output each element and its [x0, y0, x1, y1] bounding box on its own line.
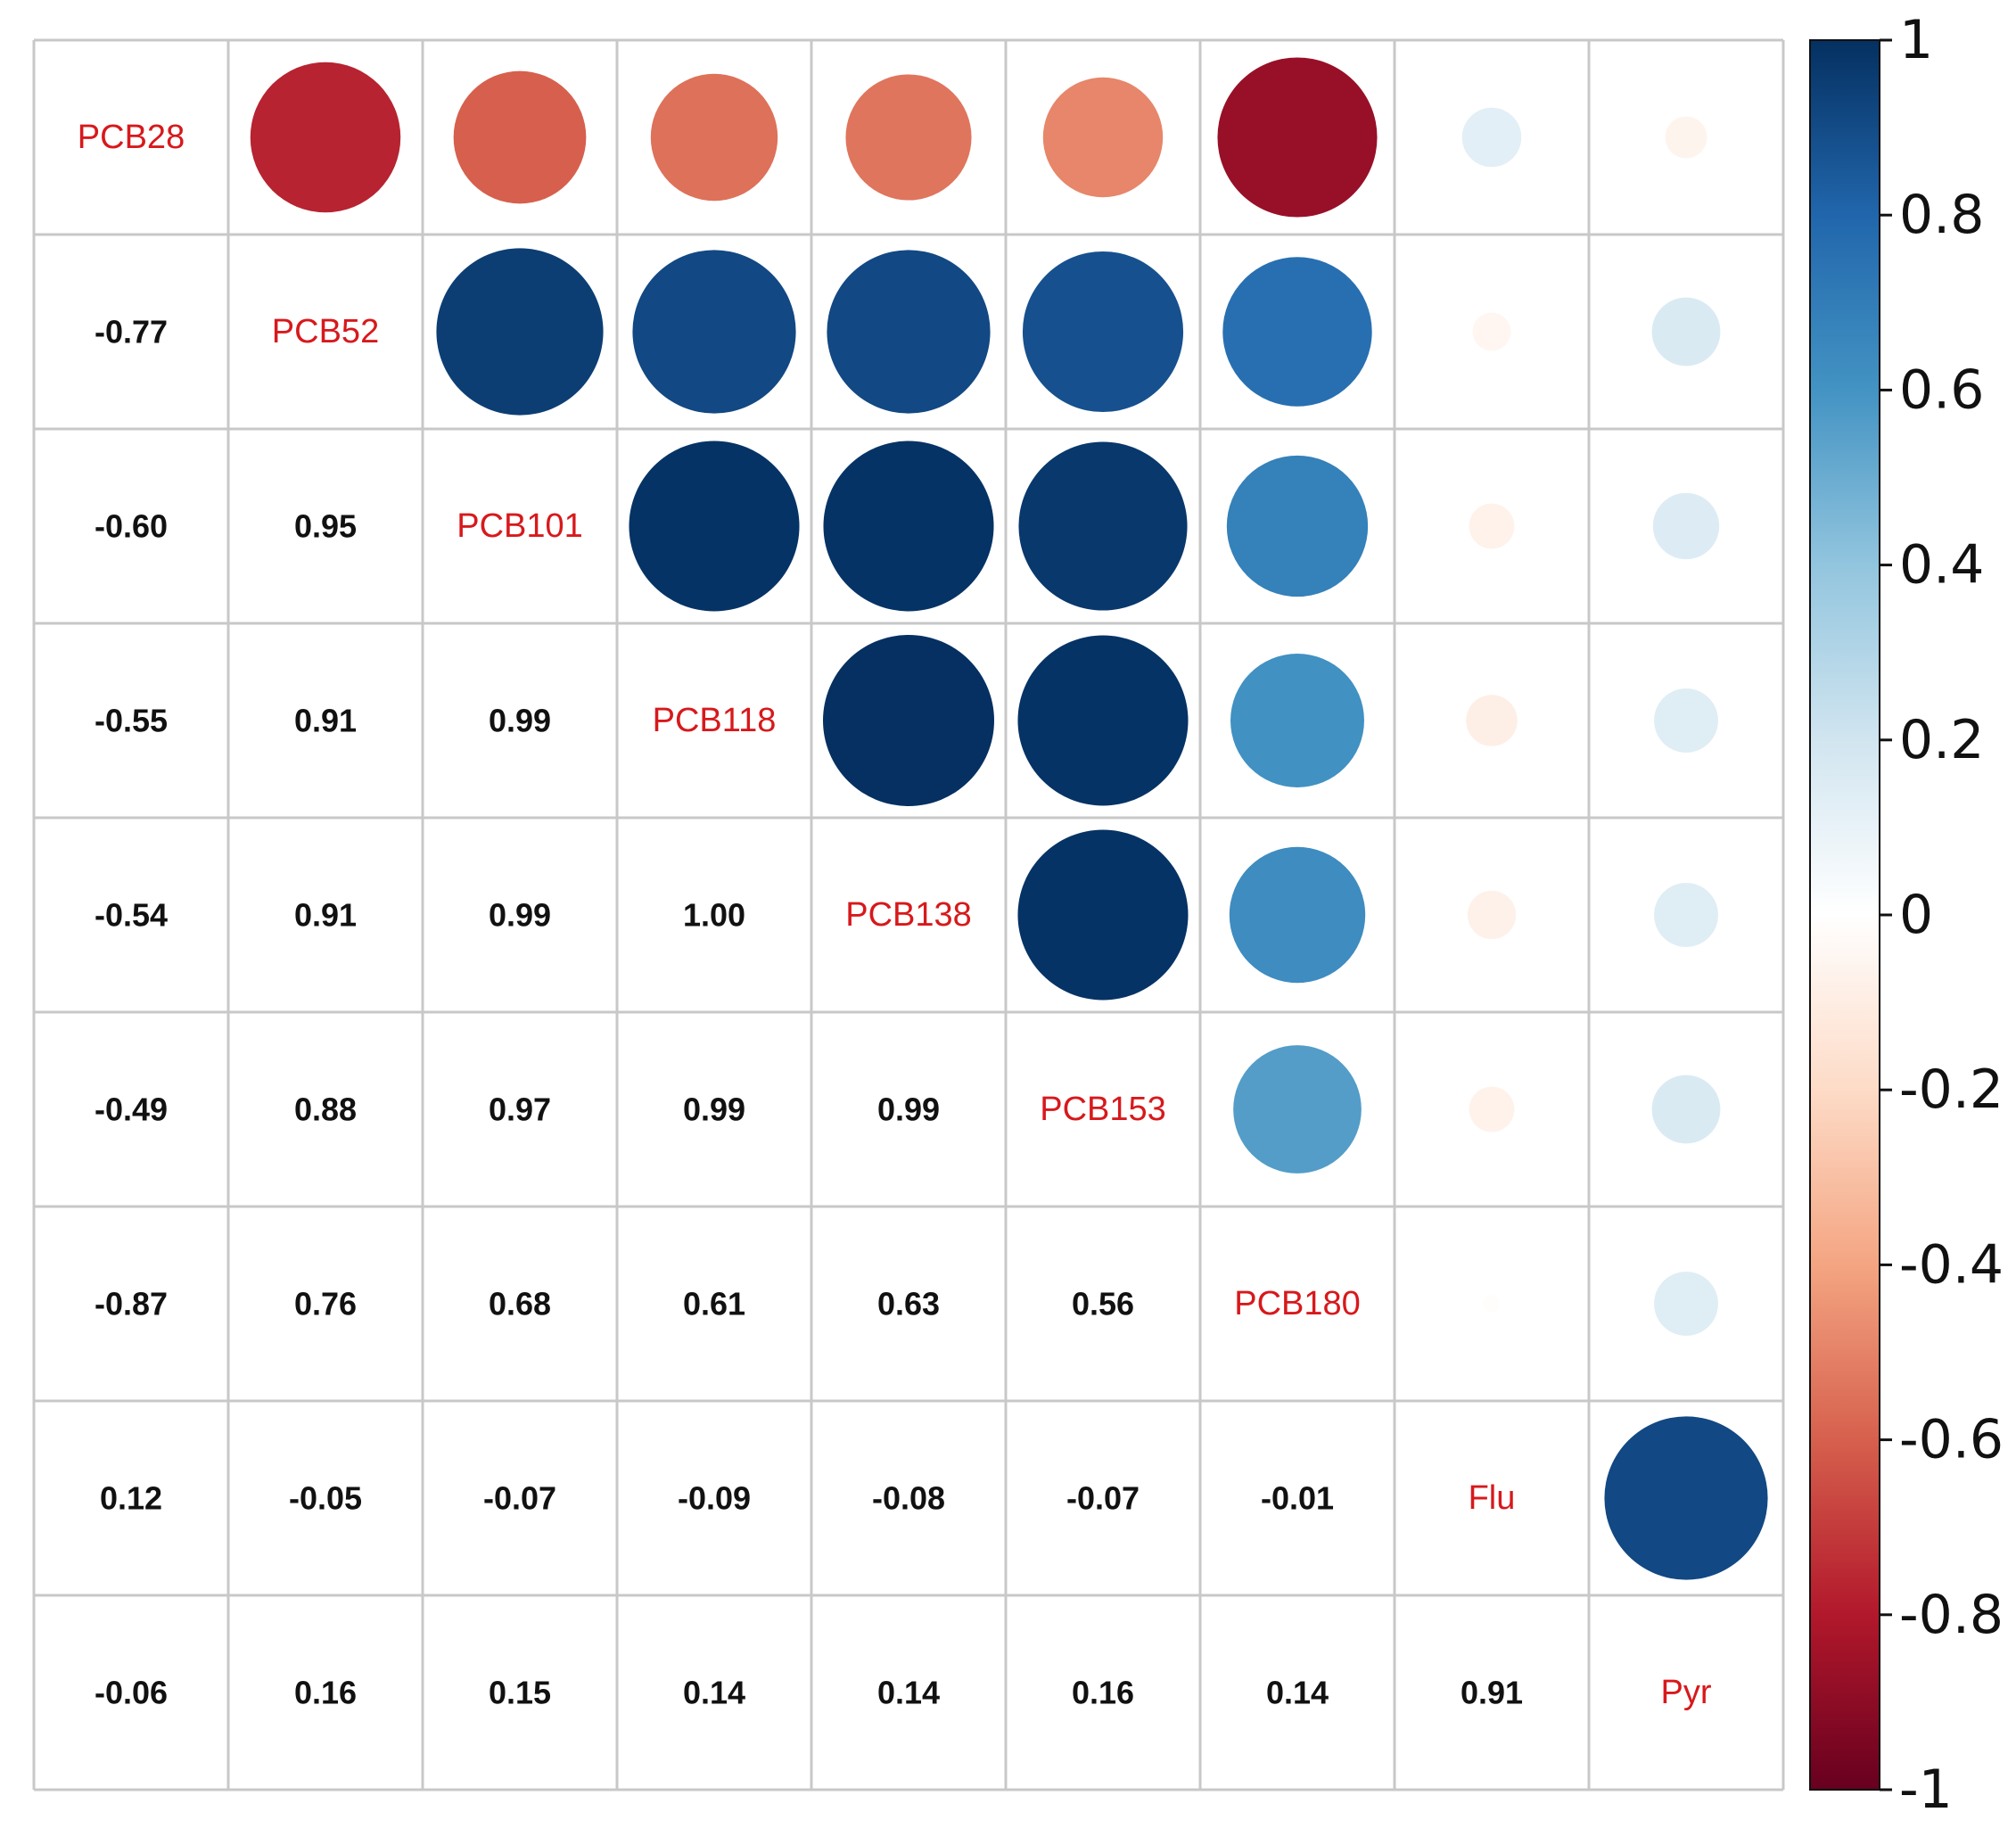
variable-label: PCB28 — [78, 119, 185, 156]
coefficient-label: 0.14 — [1266, 1675, 1329, 1711]
correlation-circle — [1651, 1075, 1721, 1144]
correlation-circle — [1018, 441, 1188, 611]
correlation-circle — [845, 74, 972, 201]
coefficient-label: -0.54 — [95, 897, 168, 934]
coefficient-label: 0.12 — [100, 1480, 162, 1517]
correlation-circle — [1472, 312, 1511, 351]
coefficient-label: 0.16 — [1072, 1675, 1134, 1711]
correlation-circle — [250, 62, 401, 213]
correlation-circle — [1654, 1272, 1718, 1336]
coefficient-label: 0.88 — [294, 1091, 357, 1128]
correlation-circle — [629, 441, 800, 612]
coefficient-label: -0.87 — [95, 1286, 168, 1322]
colorbar-tick-label: 0 — [1899, 884, 1933, 946]
coefficient-label: 0.95 — [294, 508, 357, 545]
coefficient-label: 0.14 — [877, 1675, 940, 1711]
correlation-circle — [1022, 251, 1184, 413]
coefficient-label: -0.49 — [95, 1091, 168, 1128]
coefficient-label: 1.00 — [683, 897, 745, 934]
variable-label: PCB138 — [845, 896, 972, 934]
coefficient-label: 0.76 — [294, 1286, 357, 1322]
correlation-circle — [436, 248, 604, 416]
colorbar-gradient — [1809, 39, 1880, 1791]
correlation-circle — [1665, 116, 1707, 159]
correlation-circle — [1604, 1416, 1768, 1580]
colorbar-tick-label: -0.8 — [1899, 1584, 2004, 1646]
correlation-circle — [453, 70, 587, 204]
correlation-circle — [632, 250, 796, 414]
correlation-circle — [1461, 107, 1522, 168]
coefficient-label: -0.01 — [1261, 1480, 1334, 1517]
coefficient-label: 0.99 — [489, 703, 551, 739]
coefficient-label: 0.99 — [683, 1091, 745, 1128]
correlation-circle — [1042, 77, 1164, 198]
coefficient-label: 0.99 — [489, 897, 551, 934]
matrix-cells: PCB28 -0.77 PCB52 -0.60 0.95 PCB101 -0.55 0.91 0… — [78, 57, 1768, 1711]
colorbar-tick-label: 0.6 — [1899, 358, 1984, 421]
correlation-circle — [1222, 257, 1372, 407]
coefficient-label: 0.56 — [1072, 1286, 1134, 1322]
correlation-circle — [1469, 503, 1515, 549]
coefficient-label: -0.60 — [95, 508, 168, 545]
correlation-circle — [1654, 883, 1718, 947]
variable-label: Flu — [1469, 1479, 1516, 1517]
correlation-circle — [1233, 1045, 1362, 1174]
coefficient-label: 0.97 — [489, 1091, 551, 1128]
correlation-circle — [1483, 1295, 1501, 1313]
colorbar-tick-label: -0.2 — [1899, 1058, 2004, 1121]
variable-label: PCB52 — [272, 313, 379, 350]
coefficient-label: -0.07 — [483, 1480, 556, 1517]
variable-label: PCB101 — [457, 507, 583, 545]
correlation-circle — [1654, 688, 1718, 753]
coefficient-label: 0.61 — [683, 1286, 745, 1322]
colorbar-tick-label: 0.4 — [1899, 534, 1984, 597]
coefficient-label: 0.91 — [294, 897, 357, 934]
correlation-circle — [1229, 846, 1366, 984]
coefficient-label: -0.55 — [95, 703, 168, 739]
coefficient-label: 0.14 — [683, 1675, 745, 1711]
matrix-grid — [32, 38, 1785, 1791]
coefficient-label: 0.68 — [489, 1286, 551, 1322]
coefficient-label: -0.77 — [95, 314, 168, 350]
correlation-circle — [1230, 654, 1364, 787]
correlation-circle — [1467, 890, 1517, 940]
coefficient-label: -0.05 — [289, 1480, 362, 1517]
correlation-circle — [1217, 57, 1378, 218]
colorbar-tick-label: -1 — [1899, 1759, 1953, 1821]
colorbar: 1 0.8 0.6 0.4 0.2 0 -0.2 -0.4 -0.6 -0.8 -1 — [1809, 9, 2004, 1821]
coefficient-label: 0.99 — [877, 1091, 940, 1128]
variable-label: PCB180 — [1234, 1285, 1361, 1322]
correlation-circle — [827, 250, 991, 414]
correlation-circle — [1017, 829, 1189, 1001]
coefficient-label: -0.06 — [95, 1675, 168, 1711]
coefficient-label: 0.91 — [1461, 1675, 1523, 1711]
colorbar-tick-label: 0.2 — [1899, 709, 1984, 771]
correlation-circle — [823, 441, 994, 612]
variable-label: PCB153 — [1040, 1091, 1166, 1128]
coefficient-label: 0.63 — [877, 1286, 940, 1322]
correlation-circle — [650, 73, 778, 202]
coefficient-label: 0.16 — [294, 1675, 357, 1711]
variable-label: PCB118 — [653, 702, 777, 739]
colorbar-tick-label: -0.6 — [1899, 1409, 2004, 1471]
coefficient-label: 0.91 — [294, 703, 357, 739]
correlation-circle — [1226, 455, 1369, 597]
colorbar-tick-label: -0.4 — [1899, 1233, 2004, 1296]
correlation-circle — [823, 635, 994, 806]
colorbar-tick-label: 0.8 — [1899, 184, 1984, 246]
coefficient-label: -0.08 — [872, 1480, 945, 1517]
coefficient-label: 0.15 — [489, 1675, 551, 1711]
correlation-circle — [1652, 492, 1720, 560]
variable-label: Pyr — [1661, 1674, 1712, 1711]
correlation-circle — [1651, 297, 1721, 367]
coefficient-label: -0.07 — [1066, 1480, 1140, 1517]
coefficient-label: -0.09 — [678, 1480, 751, 1517]
colorbar-tick-label: 1 — [1899, 9, 1933, 71]
correlation-circle — [1466, 695, 1518, 746]
correlation-circle — [1469, 1086, 1515, 1133]
correlation-circle — [1017, 635, 1189, 806]
